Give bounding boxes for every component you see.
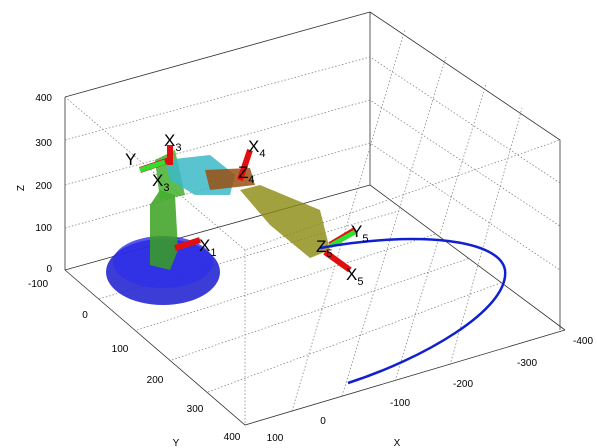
text: 1 <box>210 247 216 259</box>
z-tick-label: 0 <box>46 264 52 275</box>
plot: 400 300 200 100 0 Z -100 0 100 200 300 4… <box>0 0 597 448</box>
x-ticks: 100 0 -100 -200 -300 -400 X <box>267 336 594 448</box>
frame-label: Y <box>125 150 136 169</box>
frame-label: Z5 <box>316 237 333 260</box>
y-axis-label: Y <box>173 438 180 448</box>
text: Y <box>125 150 136 169</box>
x-tick-label: -400 <box>573 336 593 347</box>
text: 5 <box>357 276 363 288</box>
text: Z <box>316 237 326 256</box>
y-ticks: -100 0 100 200 300 400 Y <box>28 279 241 448</box>
text: X <box>346 265 357 284</box>
text: 4 <box>248 174 254 186</box>
text: 5 <box>326 248 332 260</box>
x-tick-label: 0 <box>320 416 326 427</box>
text: Z <box>238 163 248 182</box>
y-tick-label: 200 <box>147 375 164 386</box>
x-axis-label: X <box>394 438 401 448</box>
link-1 <box>150 190 178 270</box>
y-tick-label: 100 <box>112 344 129 355</box>
text: 5 <box>362 233 368 245</box>
text: X <box>164 131 175 150</box>
y-tick-label: 0 <box>82 310 88 321</box>
text: 4 <box>259 148 265 160</box>
y-tick-label: 300 <box>187 404 204 415</box>
text: 3 <box>175 142 181 154</box>
y-tick-label: 400 <box>224 432 241 443</box>
z-tick-label: 300 <box>35 138 52 149</box>
x-tick-label: 100 <box>267 433 284 444</box>
text: 3 <box>163 182 169 194</box>
z-tick-label: 200 <box>35 181 52 192</box>
z-tick-label: 400 <box>35 93 52 104</box>
z-axis-label: Z <box>16 185 27 191</box>
y-tick-label: -100 <box>28 279 48 290</box>
trajectory <box>320 239 505 383</box>
text: X <box>199 236 210 255</box>
text: X <box>248 137 259 156</box>
text: Y <box>351 222 362 241</box>
x-tick-label: -100 <box>390 398 410 409</box>
x-tick-label: -300 <box>517 358 537 369</box>
z-tick-label: 100 <box>35 223 52 234</box>
x-tick-label: -200 <box>453 379 473 390</box>
text: X <box>152 171 163 190</box>
page: 400 300 200 100 0 Z -100 0 100 200 300 4… <box>0 0 597 448</box>
z-ticks: 400 300 200 100 0 Z <box>16 93 52 275</box>
frame-label: X5 <box>346 265 363 288</box>
robot <box>106 145 505 383</box>
